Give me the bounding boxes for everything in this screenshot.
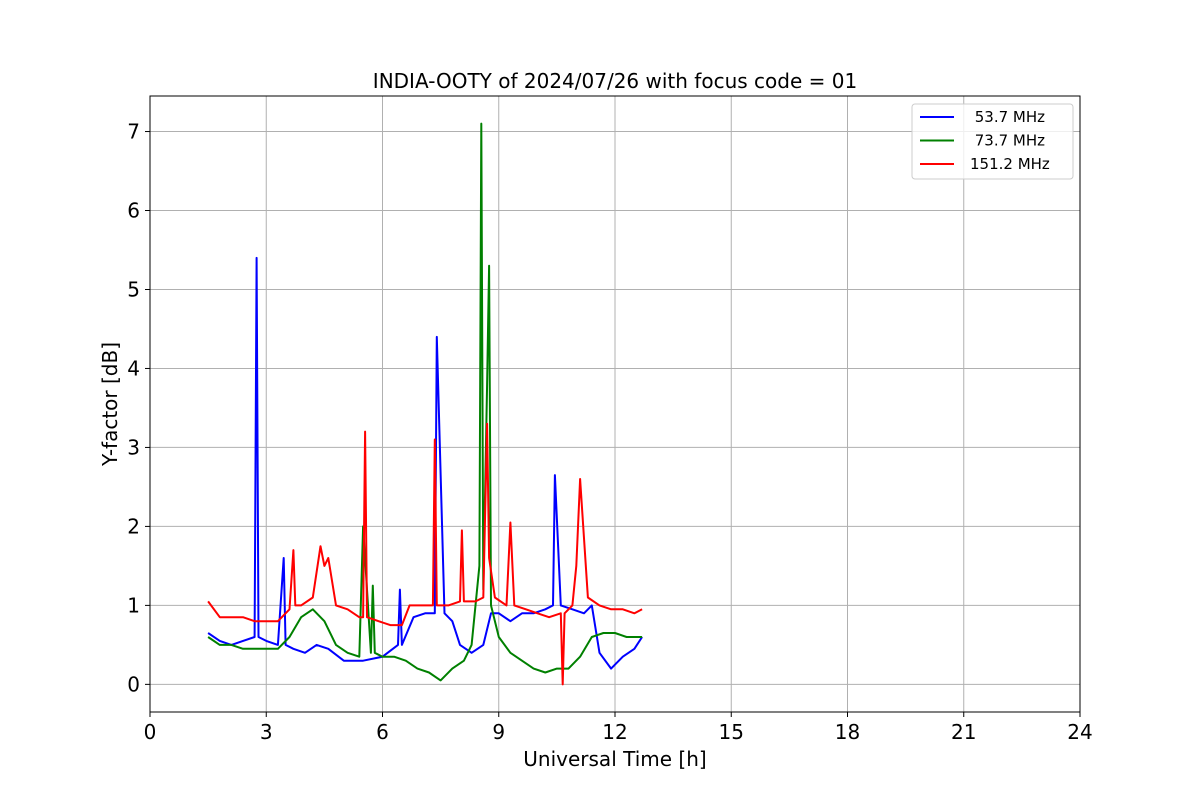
series-line-1: [207, 122, 643, 682]
x-ticks: 0 3 6 9 12 15 18 21 24: [144, 712, 1093, 744]
y-tick-label: 3: [127, 435, 140, 459]
legend-label: 53.7 MHz: [970, 108, 1045, 126]
y-tick-label: 2: [127, 514, 140, 538]
y-tick-label: 1: [127, 593, 140, 617]
x-tick-label: 0: [144, 720, 157, 744]
x-tick-label: 12: [602, 720, 627, 744]
y-axis-label: Y-factor [dB]: [98, 342, 122, 467]
chart-title: INDIA-OOTY of 2024/07/26 with focus code…: [373, 69, 857, 93]
y-tick-label: 0: [127, 672, 140, 696]
x-tick-label: 24: [1067, 720, 1092, 744]
x-tick-label: 21: [951, 720, 976, 744]
legend-label: 151.2 MHz: [970, 155, 1050, 173]
y-ticks: 0 1 2 3 4 5 6 7: [127, 120, 150, 696]
y-tick-label: 7: [127, 120, 140, 144]
legend-box: [911, 103, 1074, 180]
y-tick-label: 5: [127, 277, 140, 301]
x-axis-label: Universal Time [h]: [523, 747, 706, 771]
legend: 53.7 MHz 73.7 MHz 151.2 MHz: [911, 103, 1074, 180]
grid: [149, 96, 1081, 712]
series-line-0: [207, 256, 643, 670]
x-tick-label: 15: [719, 720, 744, 744]
y-tick-label: 6: [127, 199, 140, 223]
x-tick-label: 3: [260, 720, 273, 744]
x-tick-label: 9: [492, 720, 505, 744]
series-line-2: [207, 422, 643, 686]
legend-label: 73.7 MHz: [970, 132, 1045, 150]
x-tick-label: 18: [835, 720, 860, 744]
y-tick-label: 4: [127, 356, 140, 380]
series-lines: [207, 122, 643, 686]
x-tick-label: 6: [376, 720, 389, 744]
